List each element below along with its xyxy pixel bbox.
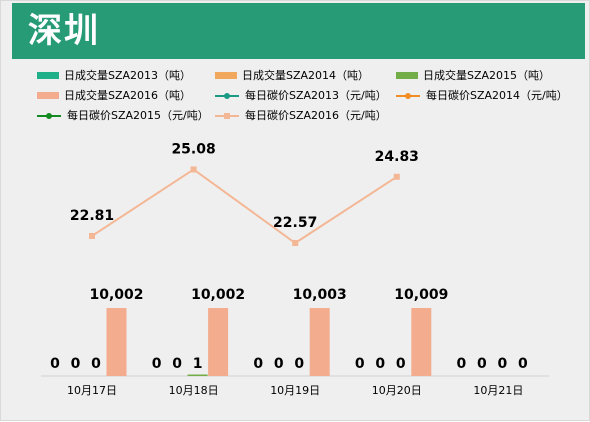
legend-marker-8	[224, 113, 230, 119]
legend-label-7: 每日碳价SZA2015（元/吨）	[67, 109, 209, 122]
legend-swatch-7	[37, 113, 61, 119]
bar-label-s4-c5: 0	[518, 356, 528, 372]
category-label-5: 10月21日	[473, 384, 523, 397]
price-label-s2-c2: 25.08	[171, 141, 215, 157]
bar-label-s4-c4: 10,009	[394, 287, 448, 303]
bar-label-s2-c4: 0	[375, 356, 385, 372]
category-label-4: 10月20日	[372, 384, 422, 397]
legend-item-7: 每日碳价SZA2015（元/吨）	[37, 107, 217, 125]
bar-label-s4-c1: 10,002	[89, 287, 143, 303]
legend-marker-6	[405, 93, 411, 99]
price-label-s2-c4: 24.83	[375, 149, 419, 165]
price-point-s2-c4	[393, 173, 400, 180]
legend-label-4: 日成交量SZA2016（吨）	[64, 89, 192, 102]
legend-item-4: 日成交量SZA2016（吨）	[37, 87, 217, 105]
bar-label-s3-c2: 1	[193, 356, 203, 372]
bar-label-s3-c1: 0	[91, 356, 101, 372]
bar-label-s4-c3: 10,003	[293, 287, 347, 303]
price-label-s2-c1: 22.81	[70, 208, 114, 224]
bar-label-s1-c1: 0	[50, 356, 60, 372]
bar-s4-c1	[106, 308, 127, 376]
legend-swatch-1	[37, 72, 59, 79]
price-point-s2-c1	[89, 232, 95, 239]
legend-label-8: 每日碳价SZA2016（元/吨）	[245, 109, 387, 122]
price-point-s2-c2	[190, 166, 197, 173]
legend: 日成交量SZA2013（吨） 日成交量SZA2014（吨） 日成交量SZA2015（…	[1, 67, 590, 129]
bar-label-s1-c5: 0	[457, 356, 467, 372]
legend-swatch-5	[215, 93, 239, 99]
legend-swatch-8	[215, 113, 239, 119]
bar-label-s2-c5: 0	[477, 356, 487, 372]
legend-marker-7	[46, 113, 52, 119]
bar-label-s2-c1: 0	[71, 356, 81, 372]
legend-label-6: 每日碳价SZA2014（元/吨）	[426, 89, 568, 102]
category-label-1: 10月17日	[67, 384, 117, 397]
legend-label-3: 日成交量SZA2015（吨）	[423, 69, 551, 82]
legend-item-5: 每日碳价SZA2013（元/吨）	[215, 87, 395, 105]
bar-label-s3-c4: 0	[396, 356, 406, 372]
category-label-2: 10月18日	[169, 384, 219, 397]
bar-s4-c3	[309, 308, 330, 376]
bar-s4-c4	[411, 308, 432, 376]
bar-label-s4-c2: 10,002	[191, 287, 245, 303]
bar-label-s2-c3: 0	[274, 356, 284, 372]
legend-item-8: 每日碳价SZA2016（元/吨）	[215, 107, 395, 125]
legend-marker-5	[224, 93, 230, 99]
bar-label-s3-c3: 0	[294, 356, 304, 372]
legend-item-3: 日成交量SZA2015（吨）	[396, 67, 576, 85]
bar-s3-c2	[187, 374, 208, 376]
chart-title: 深圳	[28, 11, 100, 51]
price-label-s2-c3: 22.57	[273, 215, 317, 231]
bar-label-s1-c2: 0	[152, 356, 162, 372]
bar-label-s1-c4: 0	[355, 356, 365, 372]
bar-label-s3-c5: 0	[498, 356, 508, 372]
legend-item-2: 日成交量SZA2014（吨）	[215, 67, 395, 85]
legend-swatch-6	[396, 93, 420, 99]
title-banner: 深圳	[12, 3, 585, 59]
legend-label-5: 每日碳价SZA2013（元/吨）	[245, 89, 387, 102]
legend-swatch-3	[396, 72, 418, 79]
price-line-2	[91, 168, 398, 245]
category-label-3: 10月19日	[270, 384, 320, 397]
legend-label-1: 日成交量SZA2013（吨）	[64, 69, 192, 82]
bar-s4-c2	[208, 308, 229, 376]
legend-item-6: 每日碳价SZA2014（元/吨）	[396, 87, 576, 105]
legend-label-2: 日成交量SZA2014（吨）	[242, 69, 370, 82]
legend-swatch-4	[37, 92, 59, 99]
legend-swatch-2	[215, 72, 237, 79]
price-point-s2-c3	[292, 240, 299, 246]
bar-label-s1-c3: 0	[253, 356, 263, 372]
legend-item-1: 日成交量SZA2013（吨）	[37, 67, 217, 85]
bar-label-s2-c2: 0	[172, 356, 182, 372]
